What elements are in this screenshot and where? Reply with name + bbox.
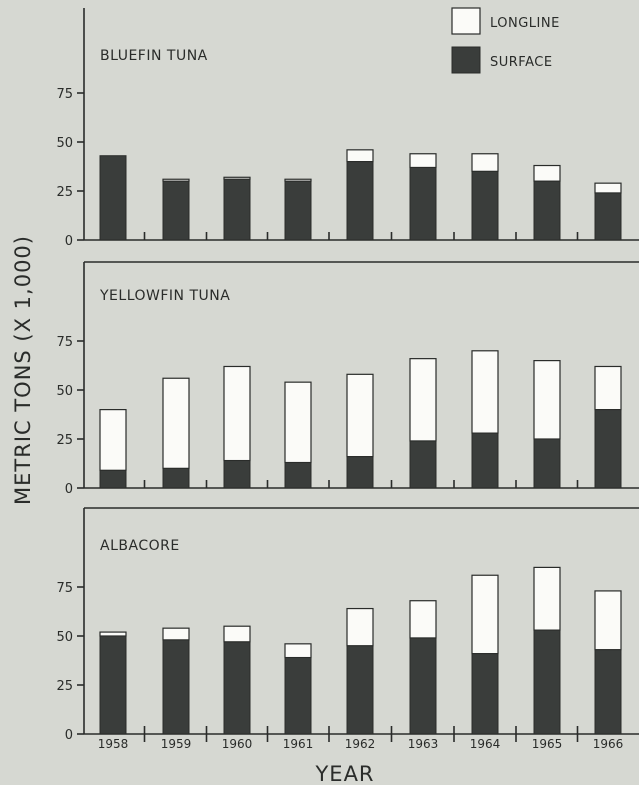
bar-longline-1958 xyxy=(99,409,127,471)
bar-surface-1963 xyxy=(409,637,437,735)
bar-surface-1961 xyxy=(284,657,312,735)
bar-surface-1965 xyxy=(533,438,561,489)
y-tick-label: 50 xyxy=(56,630,73,645)
legend-label-longline: LONGLINE xyxy=(490,16,560,31)
bar-longline-1965 xyxy=(533,566,561,631)
y-tick-label: 0 xyxy=(65,482,73,497)
bar-longline-1958 xyxy=(99,631,127,637)
bar-longline-1959 xyxy=(162,377,190,469)
bar-surface-1965 xyxy=(533,180,561,241)
bar-longline-1961 xyxy=(284,643,312,659)
y-tick-label: 25 xyxy=(56,185,73,200)
bar-longline-1965 xyxy=(533,164,561,182)
bar-surface-1966 xyxy=(594,649,622,735)
panel-1: 0 25 50 75 YELLOWFIN TUNA xyxy=(56,261,639,497)
bar-longline-1966 xyxy=(594,365,622,411)
bar-surface-1960 xyxy=(223,178,251,241)
panel-title: ALBACORE xyxy=(100,538,180,554)
bar-longline-1962 xyxy=(346,373,374,458)
x-tick-label: 1958 xyxy=(98,737,129,751)
bar-surface-1964 xyxy=(471,432,499,489)
y-tick-label: 75 xyxy=(56,335,73,350)
legend-label-surface: SURFACE xyxy=(490,55,553,70)
bar-longline-1962 xyxy=(346,149,374,163)
bar-surface-1964 xyxy=(471,653,499,735)
bar-longline-1963 xyxy=(409,153,437,169)
y-tick-label: 25 xyxy=(56,433,73,448)
panel-2: 0 25 50 75 ALBACORE xyxy=(56,507,639,743)
bar-longline-1963 xyxy=(409,358,437,442)
bar-longline-1964 xyxy=(471,350,499,434)
x-tick-label: 1963 xyxy=(408,737,439,751)
y-tick-label: 0 xyxy=(65,728,73,743)
panel-0: 0 25 50 75 BLUEFIN TUNA xyxy=(56,8,639,249)
y-tick-label: 25 xyxy=(56,679,73,694)
bar-surface-1963 xyxy=(409,440,437,489)
y-tick-label: 0 xyxy=(65,234,73,249)
x-axis-label: YEAR xyxy=(314,762,374,785)
bar-surface-1958 xyxy=(99,469,127,489)
bar-longline-1966 xyxy=(594,590,622,651)
bar-longline-1965 xyxy=(533,360,561,440)
x-tick-label: 1961 xyxy=(283,737,314,751)
bar-surface-1960 xyxy=(223,641,251,735)
bar-surface-1965 xyxy=(533,629,561,735)
x-tick-label: 1964 xyxy=(470,737,501,751)
bar-surface-1966 xyxy=(594,409,622,489)
y-tick-label: 75 xyxy=(56,87,73,102)
x-tick-label: 1966 xyxy=(593,737,624,751)
bar-surface-1966 xyxy=(594,192,622,241)
bar-longline-1961 xyxy=(284,381,312,464)
legend-swatch-longline xyxy=(451,7,481,35)
panel-title: BLUEFIN TUNA xyxy=(100,48,208,64)
bar-longline-1964 xyxy=(471,153,499,172)
x-tick-label: 1962 xyxy=(345,737,376,751)
x-tick-label: 1959 xyxy=(161,737,192,751)
bar-longline-1964 xyxy=(471,574,499,655)
bar-longline-1962 xyxy=(346,607,374,647)
bar-longline-1960 xyxy=(223,365,251,462)
bar-surface-1960 xyxy=(223,460,251,489)
bar-longline-1966 xyxy=(594,182,622,194)
bar-surface-1958 xyxy=(99,635,127,735)
bar-longline-1959 xyxy=(162,627,190,641)
bar-surface-1964 xyxy=(471,170,499,241)
bar-surface-1963 xyxy=(409,166,437,241)
x-tick-label: 1960 xyxy=(222,737,253,751)
bar-surface-1959 xyxy=(162,180,190,241)
y-axis-label: METRIC TONS (X 1,000) xyxy=(11,235,35,505)
bar-surface-1959 xyxy=(162,639,190,735)
legend-swatch-surface xyxy=(451,46,481,74)
chart-legend: LONGLINE SURFACE xyxy=(451,7,560,74)
bar-surface-1959 xyxy=(162,467,190,489)
bar-surface-1958 xyxy=(99,155,127,241)
bar-longline-1963 xyxy=(409,600,437,639)
x-tick-label: 1965 xyxy=(532,737,563,751)
bar-surface-1962 xyxy=(346,645,374,735)
chart-panels: 0 25 50 75 BLUEFIN TUNA 0 25 50 75 YELLOWFIN TUNA… xyxy=(56,8,639,751)
y-tick-label: 75 xyxy=(56,581,73,596)
y-tick-label: 50 xyxy=(56,384,73,399)
bar-surface-1962 xyxy=(346,456,374,489)
bar-surface-1961 xyxy=(284,180,312,241)
panel-title: YELLOWFIN TUNA xyxy=(99,288,230,304)
y-tick-label: 50 xyxy=(56,136,73,151)
bar-surface-1961 xyxy=(284,462,312,489)
bar-longline-1960 xyxy=(223,625,251,643)
bar-surface-1962 xyxy=(346,161,374,241)
